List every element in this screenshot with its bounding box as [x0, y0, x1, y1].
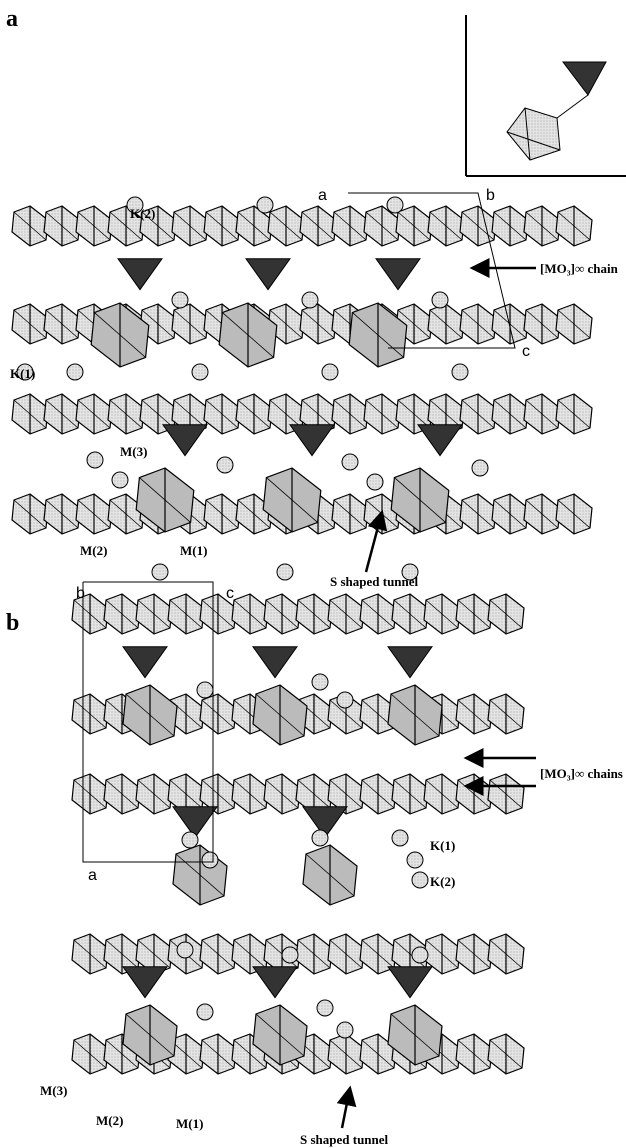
atom — [282, 947, 298, 963]
tetrahedron — [388, 647, 432, 678]
atom-label: M(2) — [80, 543, 107, 558]
atom — [342, 454, 358, 470]
tetrahedron — [173, 807, 217, 838]
atom — [317, 1000, 333, 1016]
tetrahedron — [163, 425, 207, 456]
tetrahedron — [123, 967, 167, 998]
axis-label: c — [522, 343, 530, 360]
atom-label: M(3) — [120, 444, 147, 459]
atom — [312, 830, 328, 846]
atom — [197, 682, 213, 698]
axis-label: b — [486, 187, 495, 204]
tetrahedron — [376, 259, 420, 290]
atom-label: K(1) — [10, 366, 35, 381]
atom-label: K(1) — [430, 838, 455, 853]
atom — [192, 364, 208, 380]
inset — [466, 15, 626, 176]
atom — [112, 472, 128, 488]
atom — [177, 942, 193, 958]
tetrahedron — [253, 647, 297, 678]
atom — [337, 692, 353, 708]
atom — [392, 830, 408, 846]
chain-label: [MO₃]∞ chain — [540, 261, 619, 276]
atom-label: K(2) — [130, 206, 155, 221]
atom — [412, 872, 428, 888]
atom — [197, 1004, 213, 1020]
atom-label: M(3) — [40, 1083, 67, 1098]
chain-label: [MO₃]∞ chains — [540, 766, 623, 781]
atom — [432, 292, 448, 308]
tetrahedron — [246, 259, 290, 290]
atom — [322, 364, 338, 380]
atom — [277, 564, 293, 580]
figure: a K(2) a b [MO₃]∞ chain K(1) c M(3) M(2)… — [0, 0, 626, 1148]
atom-label: K(2) — [430, 874, 455, 889]
atom — [387, 197, 403, 213]
atom-label: M(2) — [96, 1113, 123, 1128]
atom — [152, 564, 168, 580]
atom — [367, 474, 383, 490]
tetrahedron — [290, 425, 334, 456]
atom — [172, 292, 188, 308]
axis-label: c — [226, 585, 234, 602]
atom — [302, 292, 318, 308]
atom-label: M(1) — [176, 1116, 203, 1131]
atom — [452, 364, 468, 380]
tetrahedron — [123, 647, 167, 678]
atom — [87, 452, 103, 468]
atom — [202, 852, 218, 868]
atom-label: M(1) — [180, 543, 207, 558]
tunnel-label: S shaped tunnel — [300, 1132, 389, 1147]
atom — [312, 674, 328, 690]
atom — [257, 197, 273, 213]
tetrahedron — [253, 967, 297, 998]
axis-label: a — [318, 187, 327, 204]
atom — [412, 947, 428, 963]
tunnel-label: S shaped tunnel — [330, 574, 419, 589]
axis-label: a — [88, 867, 97, 884]
atom — [217, 457, 233, 473]
atom — [472, 460, 488, 476]
tetrahedron — [388, 967, 432, 998]
panel-label: a — [6, 6, 18, 32]
tetrahedron — [418, 425, 462, 456]
panel-label: b — [6, 610, 19, 636]
structure-art — [12, 197, 592, 1074]
atom — [182, 832, 198, 848]
axis-label: b — [76, 585, 85, 602]
atom — [407, 852, 423, 868]
tetrahedron — [118, 259, 162, 290]
atom — [337, 1022, 353, 1038]
atom — [67, 364, 83, 380]
